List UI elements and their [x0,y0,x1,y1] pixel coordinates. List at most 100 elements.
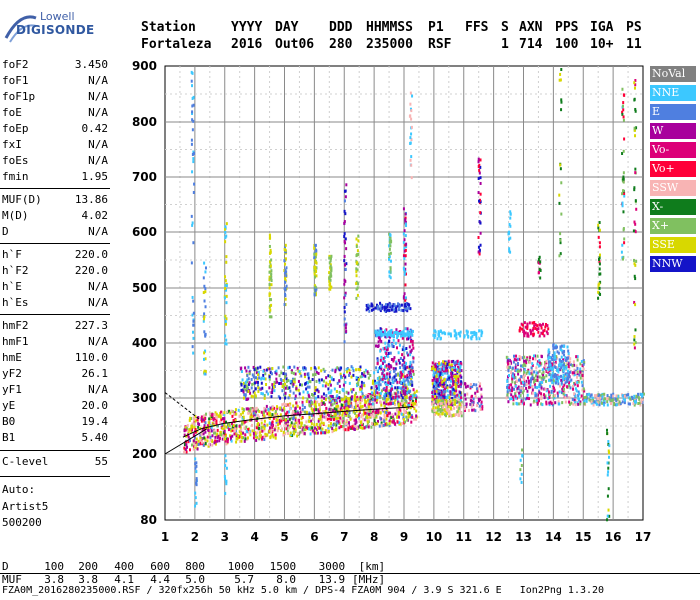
echo-point [609,402,612,406]
echo-point [225,260,228,264]
echo-point [599,396,602,400]
echo-point [359,385,362,389]
echo-point [219,433,222,437]
echo-point [622,149,625,153]
echo-point [454,402,457,406]
echo-point [294,394,297,398]
echo-point [577,390,580,394]
echo-point [334,398,337,402]
echo-point [263,424,266,428]
echo-point [380,389,383,393]
echo-point [415,409,418,413]
echo-point [480,387,483,391]
echo-point [240,422,243,426]
echo-point [635,126,638,130]
echo-point [225,294,228,298]
echo-point [215,412,218,416]
echo-point [530,366,533,370]
echo-point [455,405,458,409]
echo-point [529,403,532,407]
echo-point [386,397,389,401]
echo-point [244,437,247,441]
echo-point [531,384,534,388]
echo-point [203,312,206,316]
echo-point [479,243,482,247]
y-tick-label: 600 [132,225,157,239]
echo-point [317,366,320,370]
echo-point [598,253,601,257]
echo-point [409,369,412,373]
echo-point [452,381,455,385]
echo-point [434,387,437,391]
echo-point [271,425,274,429]
echo-point [225,284,228,288]
echo-point [197,425,200,429]
echo-point [598,262,601,266]
echo-point [467,335,470,339]
echo-point [365,400,368,404]
echo-point [246,374,249,378]
x-tick-label: 7 [340,530,348,544]
echo-point [313,426,316,430]
echo-point [559,348,562,352]
echo-point [284,372,287,376]
echo-point [328,419,331,423]
echo-point [344,267,347,271]
echo-point [277,366,280,370]
echo-point [536,402,539,406]
echo-point [450,360,453,364]
echo-point [351,425,354,429]
echo-point [450,385,453,389]
echo-point [216,424,219,428]
echo-point [394,398,397,402]
echo-point [187,440,190,444]
echo-point [567,349,570,353]
echo-point [598,291,601,295]
echo-point [377,307,380,311]
echo-point [623,237,626,241]
echo-point [386,308,389,312]
echo-point [466,392,469,396]
echo-point [509,365,512,369]
echo-point [411,399,414,403]
echo-point [310,419,313,423]
echo-point [306,390,309,394]
echo-point [556,394,559,398]
echo-point [314,255,317,259]
echo-point [535,393,538,397]
echo-point [516,362,519,366]
echo-point [289,379,292,383]
echo-point [335,405,338,409]
echo-point [359,387,362,391]
echo-point [568,400,571,404]
echo-point [570,378,573,382]
echo-point [243,439,246,443]
echo-point [239,413,242,417]
echo-point [379,383,382,387]
echo-point [437,334,440,338]
echo-point [480,329,483,333]
echo-point [511,366,514,370]
echo-point [582,397,585,401]
echo-point [598,286,601,290]
echo-point [210,438,213,442]
echo-point [449,390,452,394]
echo-point [224,322,227,326]
echo-point [509,212,512,216]
echo-point [352,395,355,399]
echo-point [404,390,407,394]
echo-point [560,108,563,112]
echo-point [552,347,555,351]
echo-point [406,353,409,357]
echo-point [224,454,227,458]
echo-point [520,356,523,360]
echo-point [403,229,406,233]
param-row-h-f2: h`F2 220.0 [2,264,108,280]
echo-point [444,395,447,399]
echo-point [356,268,359,272]
echo-point [245,430,248,434]
footer-muf-value: 8.0 [276,573,297,586]
echo-point [534,395,537,399]
echo-point [357,367,360,371]
echo-point [327,427,330,431]
